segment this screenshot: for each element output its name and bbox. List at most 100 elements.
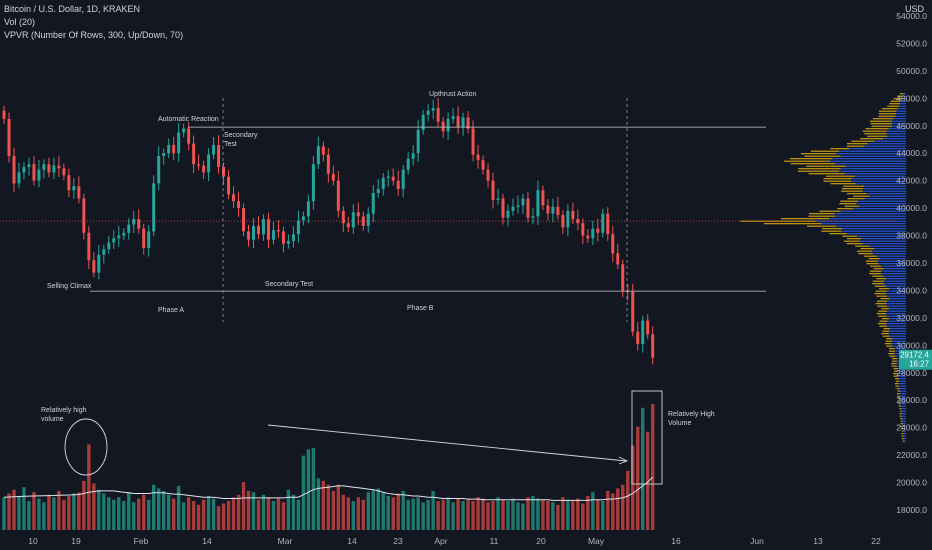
vpvr-down-row	[895, 385, 899, 387]
x-axis-tick-label: 13	[813, 536, 823, 546]
annotation-label: Automatic Reaction	[158, 116, 219, 123]
x-axis-tick-label: May	[588, 536, 605, 546]
volume-bar	[261, 494, 266, 530]
candle-body	[511, 206, 515, 211]
volume-bar	[171, 498, 176, 530]
vpvr-down-row	[897, 395, 900, 397]
vpvr-down-row	[876, 300, 888, 302]
y-axis-tick-label: 40000.0	[896, 203, 927, 213]
vpvr-up-row	[881, 270, 906, 272]
candle-body	[441, 121, 445, 132]
candle-body	[77, 186, 81, 199]
vpvr-down-row	[901, 435, 904, 437]
vpvr-down-row	[881, 333, 889, 335]
vpvr-down-row	[847, 198, 865, 200]
vpvr-down-row	[899, 413, 902, 415]
vpvr-up-row	[902, 425, 906, 427]
vpvr-up-row	[899, 395, 906, 397]
vpvr-down-row	[901, 430, 904, 432]
y-axis-tick-label: 18000.0	[896, 505, 927, 515]
candle-body	[321, 146, 325, 155]
vpvr-down-row	[882, 335, 890, 337]
vpvr-down-row	[871, 125, 893, 127]
candle-body	[72, 186, 76, 191]
arrowhead	[618, 456, 629, 465]
candle-body	[202, 165, 206, 173]
vpvr-profile	[740, 93, 906, 442]
volume-bar	[181, 502, 186, 530]
vpvr-up-row	[844, 173, 906, 175]
volume-bar	[256, 499, 261, 530]
volume-bar	[326, 484, 331, 530]
vpvr-up-row	[901, 408, 906, 410]
vpvr-down-row	[841, 188, 864, 190]
y-axis-tick-label: 34000.0	[896, 285, 927, 295]
volume-bar	[241, 482, 246, 530]
vpvr-up-row	[902, 428, 906, 430]
volume-bar	[211, 498, 216, 530]
volume-bar	[526, 497, 530, 530]
price-tag	[899, 349, 932, 370]
candle-body	[102, 249, 106, 255]
annotation-label: Secondary Test	[265, 281, 313, 288]
candle-body	[341, 210, 345, 224]
vpvr-up-row	[862, 243, 906, 245]
vpvr-up-row	[899, 380, 906, 382]
vpvr-up-row	[889, 308, 906, 310]
volume-bar	[156, 488, 161, 530]
volume-bar	[216, 506, 221, 530]
vpvr-up-row	[902, 418, 906, 420]
y-axis-tick-label: 28000.0	[896, 368, 927, 378]
vpvr-up-row	[872, 253, 906, 255]
candle-body	[112, 238, 116, 243]
volume-bar	[356, 497, 360, 530]
vpvr-up-row	[896, 110, 906, 112]
annotation-label: Relatively High	[668, 411, 715, 418]
volume-bar	[581, 503, 585, 530]
vpvr-down-row	[826, 175, 855, 177]
volume-bar	[42, 502, 46, 530]
vpvr-up-row	[889, 318, 906, 320]
x-axis-tick-label: 22	[871, 536, 881, 546]
y-axis-tick-label: 30000.0	[896, 340, 927, 350]
candle-body	[7, 118, 11, 156]
candle-body	[227, 176, 231, 195]
volume-bar	[531, 495, 535, 530]
vpvr-down-row	[860, 138, 884, 140]
vpvr-up-row	[835, 153, 906, 155]
vpvr-up-row	[815, 220, 906, 222]
volume-bar	[421, 502, 425, 530]
vpvr-down-row	[866, 263, 879, 265]
volume-bar	[591, 492, 595, 530]
volume-bar	[102, 493, 106, 530]
candle-body	[571, 210, 575, 220]
vpvr-up-row	[859, 240, 906, 242]
vpvr-down-row	[841, 190, 863, 192]
vpvr-down-row	[900, 410, 902, 412]
candle-body	[436, 107, 440, 122]
vpvr-up-row	[886, 285, 906, 287]
x-axis-tick-label: 23	[393, 536, 403, 546]
volume-bar	[82, 480, 86, 530]
candle-body	[346, 223, 350, 228]
candle-body	[591, 228, 595, 239]
vpvr-down-row	[886, 345, 893, 347]
vpvr-down-row	[763, 223, 822, 225]
vpvr-down-row	[896, 393, 900, 395]
volume-bar	[201, 499, 206, 530]
vpvr-up-row	[886, 303, 906, 305]
volume-bar	[176, 485, 181, 530]
candle-body	[261, 219, 265, 235]
candle-body	[596, 228, 600, 233]
volume-bar	[626, 470, 630, 530]
candle-body	[296, 220, 300, 235]
vpvr-down-row	[901, 438, 904, 440]
vpvr-up-row	[889, 298, 906, 300]
volume-indicator-label: Vol (20)	[4, 17, 36, 27]
candle-body	[561, 214, 565, 228]
candle-body	[406, 158, 410, 170]
x-axis-tick-label: 19	[71, 536, 81, 546]
candle-body	[22, 166, 26, 173]
